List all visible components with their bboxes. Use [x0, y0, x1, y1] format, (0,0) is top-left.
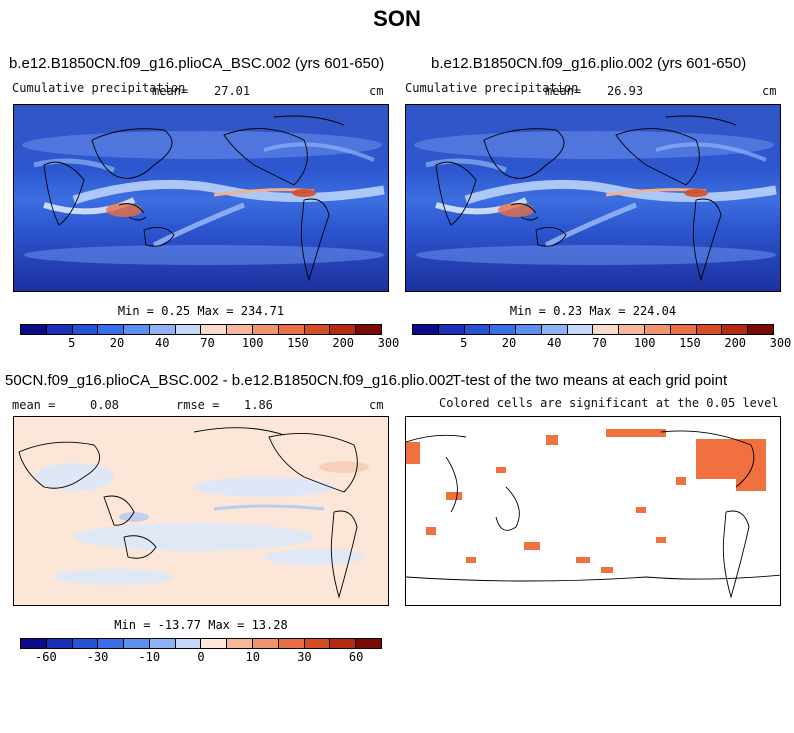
panel-1-variable-label: Cumulative precipitation — [12, 81, 186, 95]
colorbar-swatch — [722, 325, 749, 334]
colorbar-swatch — [304, 325, 331, 334]
colorbar-swatch — [413, 325, 439, 334]
colorbar-swatch — [175, 639, 202, 648]
panel-3-difference-map — [13, 416, 389, 606]
colorbar-swatch — [72, 325, 99, 334]
panel-3-min-max: Min = -13.77 Max = 13.28 — [114, 618, 288, 632]
panel-1-title: b.e12.B1850CN.f09_g16.plioCA_BSC.002 (yr… — [9, 55, 385, 72]
colorbar-swatch — [356, 325, 381, 334]
colorbar-tick-label: -60 — [35, 650, 57, 664]
panel-1-colorbar — [20, 324, 382, 335]
colorbar-swatch — [227, 325, 254, 334]
colorbar-swatch — [516, 325, 542, 334]
panel-2-mean-label: mean= — [545, 84, 582, 98]
colorbar-tick-label: 200 — [332, 336, 355, 350]
panel-3-rmse-value: 1.86 — [244, 398, 273, 412]
colorbar-tick-label: 200 — [724, 336, 747, 350]
colorbar-swatch — [201, 325, 228, 334]
colorbar-swatch — [670, 325, 697, 334]
colorbar-tick-label: 60 — [348, 650, 364, 664]
colorbar-swatch — [593, 325, 620, 334]
colorbar-tick-label: 40 — [154, 336, 170, 350]
colorbar-swatch — [278, 325, 305, 334]
colorbar-swatch — [227, 639, 254, 648]
colorbar-swatch — [541, 325, 568, 334]
panel-1-mean-value: 27.01 — [214, 84, 251, 98]
colorbar-swatch — [645, 325, 671, 334]
panel-1-units: cm — [369, 84, 384, 98]
panel-3-rmse-label: rmse = — [176, 398, 220, 412]
colorbar-swatch — [464, 325, 491, 334]
colorbar-swatch — [46, 639, 73, 648]
colorbar-tick-label: 5 — [68, 336, 76, 350]
colorbar-swatch — [98, 639, 125, 648]
colorbar-swatch — [201, 639, 228, 648]
colorbar-tick-label: 150 — [679, 336, 701, 350]
colorbar-tick-label: 300 — [769, 336, 792, 350]
panel-2-precip-map — [405, 104, 781, 292]
colorbar-swatch — [490, 325, 517, 334]
colorbar-tick-label: 20 — [501, 336, 517, 350]
panel-3-colorbar-ticks: -60 -30 -10 0 10 30 60 — [20, 650, 382, 664]
colorbar-swatch — [72, 639, 99, 648]
colorbar-swatch — [330, 639, 357, 648]
colorbar-swatch — [356, 639, 381, 648]
colorbar-swatch — [438, 325, 465, 334]
panel-3-colorbar — [20, 638, 382, 649]
panel-4-subtitle: Colored cells are significant at the 0.0… — [439, 396, 779, 410]
colorbar-tick-label: -30 — [86, 650, 109, 664]
colorbar-tick-label: 100 — [633, 336, 656, 350]
panel-2-mean-value: 26.93 — [607, 84, 644, 98]
colorbar-swatch — [124, 639, 150, 648]
panel-3-mean-value: 0.08 — [90, 398, 119, 412]
panel-3-units: cm — [369, 398, 384, 412]
colorbar-tick-label: 0 — [197, 650, 205, 664]
colorbar-swatch — [619, 325, 646, 334]
colorbar-tick-label: -10 — [138, 650, 161, 664]
panel-2-min-max: Min = 0.23 Max = 224.04 — [509, 304, 677, 318]
colorbar-swatch — [253, 325, 279, 334]
panel-1-precip-map — [13, 104, 389, 292]
colorbar-swatch — [278, 639, 305, 648]
colorbar-tick-label: 70 — [200, 336, 215, 350]
colorbar-tick-label: 40 — [546, 336, 562, 350]
colorbar-tick-label: 10 — [245, 650, 260, 664]
colorbar-swatch — [21, 639, 47, 648]
panel-3-title: 50CN.f09_g16.plioCA_BSC.002 - b.e12.B185… — [5, 372, 454, 389]
page-title: SON — [373, 6, 421, 31]
panel-2-colorbar-ticks: 5 20 40 70 100 150 200 300 — [412, 336, 791, 350]
panel-2-variable-label: Cumulative precipitation — [405, 81, 579, 95]
colorbar-tick-label: 70 — [592, 336, 607, 350]
colorbar-swatch — [124, 325, 150, 334]
colorbar-tick-label: 20 — [109, 336, 125, 350]
colorbar-swatch — [330, 325, 357, 334]
colorbar-swatch — [149, 325, 176, 334]
panel-2-units: cm — [762, 84, 777, 98]
colorbar-swatch — [46, 325, 73, 334]
colorbar-swatch — [696, 325, 723, 334]
colorbar-tick-label: 150 — [287, 336, 309, 350]
colorbar-swatch — [98, 325, 125, 334]
colorbar-swatch — [149, 639, 176, 648]
colorbar-swatch — [21, 325, 47, 334]
colorbar-swatch — [304, 639, 331, 648]
panel-2-title: b.e12.B1850CN.f09_g16.plio.002 (yrs 601-… — [431, 55, 747, 72]
panel-4-ttest-map — [405, 416, 781, 606]
colorbar-tick-label: 300 — [377, 336, 400, 350]
panel-2-colorbar — [412, 324, 774, 335]
panel-4-title: T-test of the two means at each grid poi… — [452, 372, 728, 389]
colorbar-tick-label: 30 — [297, 650, 312, 664]
colorbar-tick-label: 5 — [460, 336, 468, 350]
colorbar-swatch — [748, 325, 773, 334]
panel-1-mean-label: mean= — [152, 84, 189, 98]
panel-1-min-max: Min = 0.25 Max = 234.71 — [117, 304, 285, 318]
colorbar-swatch — [567, 325, 594, 334]
colorbar-swatch — [253, 639, 279, 648]
panel-3-mean-label: mean = — [12, 398, 56, 412]
colorbar-swatch — [175, 325, 202, 334]
panel-1-colorbar-ticks: 5 20 40 70 100 150 200 300 — [20, 336, 399, 350]
colorbar-tick-label: 100 — [241, 336, 264, 350]
